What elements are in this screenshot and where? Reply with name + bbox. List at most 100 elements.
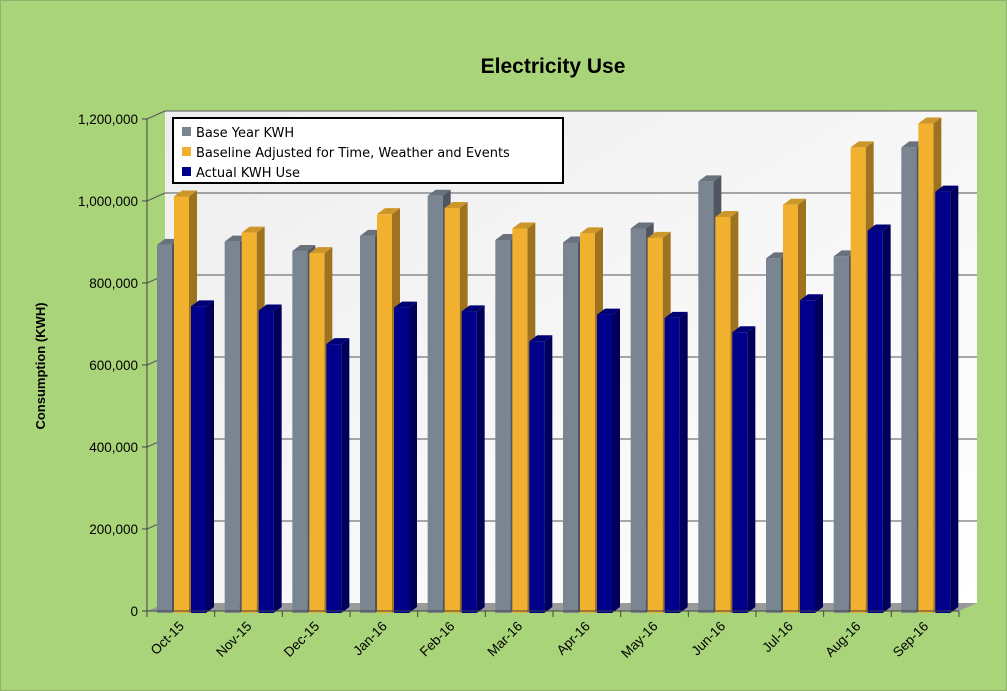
bar-front [309,253,325,613]
bar-top [444,202,468,208]
bar-top [935,185,959,192]
bar-top [241,226,265,233]
bar-front [241,232,257,613]
bar-front [935,191,951,613]
bar-side [679,311,688,613]
bar-2-May-16 [664,311,688,613]
bar-top [698,175,722,182]
bar-top [580,227,603,234]
bar-front [698,181,714,613]
bar-side [341,338,350,613]
y-tick-label: 1,200,000 [78,112,138,127]
bar-top [427,189,451,196]
bar-top [394,301,417,308]
y-tick-label: 400,000 [89,440,138,455]
x-tick-label: Jul-16 [759,619,796,656]
bar-top [800,294,823,301]
legend-swatch [182,147,191,156]
bar-top [326,338,350,345]
bar-front [901,147,917,613]
bar-front [157,244,172,613]
y-axis-label: Consumption (KWH) [33,302,48,429]
x-tick-label: Aug-16 [822,619,863,660]
bar-top [461,305,485,312]
bar-side [273,304,282,613]
bar-front [292,251,308,614]
bar-top [292,245,316,252]
bar-2-Sep-16 [935,185,959,613]
x-tick-label: Feb-16 [417,619,458,660]
bar-front [174,196,189,613]
bar-2-Jul-16 [800,294,823,613]
bar-top [715,211,739,218]
legend-swatch [182,127,191,136]
x-tick-label: Mar-16 [484,619,525,660]
legend-box [172,117,564,184]
y-tick-label: 600,000 [89,358,138,373]
x-tick-label: May-16 [618,619,660,661]
bar-front [563,242,578,613]
bar-front [580,233,595,614]
bar-front [224,241,240,613]
bar-front [766,258,781,613]
bar-front [833,256,849,613]
bar-2-Apr-16 [597,308,620,613]
x-tick-label: Nov-15 [213,619,254,660]
bar-front [461,311,477,613]
bar-front [732,332,748,613]
bar-top [529,335,553,342]
bar-top [174,190,197,197]
bar-2-Nov-15 [258,304,282,613]
bar-top [191,300,214,307]
bar-front [597,314,612,613]
bar-top [258,304,282,311]
bar-front [258,310,274,613]
bar-front [630,228,646,613]
legend-swatch [182,167,191,176]
bar-front [850,147,866,613]
gridline-slant [146,192,166,202]
bar-top [867,224,891,231]
bar-front [360,235,375,613]
gridline-slant [146,110,166,120]
bar-top [630,222,654,229]
bar-front [647,237,663,613]
bar-top [377,208,400,215]
x-tick-label: Jun-16 [688,619,728,659]
bar-front [326,344,342,613]
y-tick-label: 0 [130,604,138,619]
bar-top [597,308,620,315]
bar-2-Jun-16 [732,326,756,613]
bar-2-Jan-16 [394,301,417,613]
bar-top [664,311,688,318]
x-tick-label: Sep-16 [890,619,931,660]
x-tick-label: Oct-15 [148,619,187,658]
y-tick-label: 1,000,000 [78,194,138,209]
bar-side [206,300,214,613]
bar-side [544,335,553,613]
bar-2-Oct-15 [191,300,214,613]
bar-2-Feb-16 [461,305,485,613]
bar-2-Dec-15 [326,338,350,613]
x-tick-label: Apr-16 [554,619,593,658]
bar-front [664,317,680,613]
x-tick-label: Dec-15 [281,619,322,660]
x-tick-label: Jan-16 [350,619,390,659]
bar-2-Mar-16 [529,335,553,613]
bar-front [377,214,392,613]
bar-front [394,307,409,613]
bar-front [444,208,460,613]
y-tick-label: 800,000 [89,276,138,291]
bar-front [191,306,206,613]
bar-front [783,204,798,613]
bar-front [918,123,934,613]
legend-label: Base Year KWH [196,126,294,141]
bar-front [529,341,545,613]
bar-front [800,300,815,613]
bar-top [512,222,536,229]
bar-front [427,195,443,613]
legend-label: Actual KWH Use [196,166,300,181]
y-tick-label: 200,000 [89,522,138,537]
